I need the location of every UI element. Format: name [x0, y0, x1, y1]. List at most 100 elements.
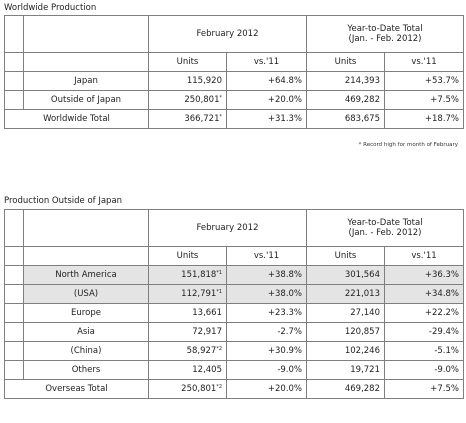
ytd-units-header: Units — [306, 52, 385, 72]
table-row: Others 12,405 -9.0% 19,721 -9.0% — [4, 360, 464, 380]
table-row: Europe 13,661 +23.3% 27,140 +22.2% — [4, 303, 464, 323]
record-mark: * — [219, 95, 223, 101]
note-mark: *1 — [216, 289, 222, 295]
row-label: (USA) — [23, 284, 149, 304]
table-row: (China) 58,927*2 +30.9% 102,246 -5.1% — [4, 341, 464, 361]
units-cell: 115,920 — [148, 71, 227, 91]
ytd-units-cell: 214,393 — [306, 71, 385, 91]
note-mark: *1 — [216, 270, 222, 276]
spacer-cell — [4, 90, 24, 110]
units-header: Units — [148, 52, 227, 72]
vs-cell: +31.3% — [226, 109, 307, 129]
note-mark: *2 — [216, 384, 222, 390]
spacer-cell — [4, 246, 24, 266]
table-row: (USA) 112,791*1 +38.0% 221,013 +34.8% — [4, 284, 464, 304]
units-cell: 151,818*1 — [148, 265, 227, 285]
ytd-vs-cell: +53.7% — [384, 71, 464, 91]
vs-cell: +30.9% — [226, 341, 307, 361]
spacer-cell — [4, 265, 24, 285]
units-value: 250,801 — [181, 384, 217, 394]
note-mark: *2 — [216, 346, 222, 352]
units-value: 250,801 — [184, 95, 220, 105]
ytd-vs-cell: +7.5% — [384, 90, 464, 110]
units-value: 151,818 — [181, 270, 217, 280]
ytd-units-header: Units — [306, 246, 385, 266]
vs-cell: +20.0% — [226, 90, 307, 110]
spacer-cell — [4, 360, 24, 380]
units-value: 72,917 — [192, 327, 222, 337]
spacer-cell — [4, 71, 24, 91]
worldwide-production-table: February 2012 Year-to-Date Total (Jan. -… — [4, 15, 464, 129]
row-label: North America — [23, 265, 149, 285]
table-row: Japan 115,920 +64.8% 214,393 +53.7% — [4, 71, 464, 91]
table-row: Asia 72,917 -2.7% 120,857 -29.4% — [4, 322, 464, 342]
units-value: 13,661 — [192, 308, 222, 318]
spacer-cell — [4, 284, 24, 304]
units-cell: 366,721* — [148, 109, 227, 129]
ytd-units-cell: 102,246 — [306, 341, 385, 361]
blank-cell — [23, 246, 149, 266]
spacer-cell — [4, 303, 24, 323]
units-value: 12,405 — [192, 365, 222, 375]
spacer-cell — [4, 341, 24, 361]
ytd-header-line1: Year-to-Date Total — [347, 218, 423, 228]
row-label: (China) — [23, 341, 149, 361]
ytd-vs-cell: +22.2% — [384, 303, 464, 323]
table-row-total: Overseas Total 250,801*2 +20.0% 469,282 … — [4, 379, 464, 399]
vs-header: vs.'11 — [226, 246, 307, 266]
corner-cell — [23, 209, 149, 247]
ytd-vs-cell: +7.5% — [384, 379, 464, 399]
header-row-2: Units vs.'11 Units vs.'11 — [4, 246, 464, 266]
vs-cell: +38.0% — [226, 284, 307, 304]
vs-cell: +38.8% — [226, 265, 307, 285]
month-header: February 2012 — [148, 209, 307, 247]
units-value: 115,920 — [186, 76, 222, 86]
units-cell: 72,917 — [148, 322, 227, 342]
header-row-2: Units vs.'11 Units vs.'11 — [4, 52, 464, 72]
units-cell: 12,405 — [148, 360, 227, 380]
spacer-cell — [4, 322, 24, 342]
spacer-cell — [4, 52, 24, 72]
row-label: Outside of Japan — [23, 90, 149, 110]
units-cell: 250,801*2 — [148, 379, 227, 399]
vs-header: vs.'11 — [226, 52, 307, 72]
units-value: 58,927 — [186, 346, 217, 356]
overseas-production-table: February 2012 Year-to-Date Total (Jan. -… — [4, 209, 464, 399]
blank-cell — [23, 52, 149, 72]
ytd-units-cell: 301,564 — [306, 265, 385, 285]
ytd-vs-cell: -29.4% — [384, 322, 464, 342]
units-cell: 58,927*2 — [148, 341, 227, 361]
ytd-vs-cell: +36.3% — [384, 265, 464, 285]
units-value: 366,721 — [184, 114, 220, 124]
vs-cell: +23.3% — [226, 303, 307, 323]
ytd-header: Year-to-Date Total (Jan. - Feb. 2012) — [306, 209, 464, 247]
ytd-header: Year-to-Date Total (Jan. - Feb. 2012) — [306, 15, 464, 53]
ytd-units-cell: 469,282 — [306, 90, 385, 110]
ytd-units-cell: 120,857 — [306, 322, 385, 342]
table-row: Outside of Japan 250,801* +20.0% 469,282… — [4, 90, 464, 110]
ytd-header-line2: (Jan. - Feb. 2012) — [348, 228, 422, 238]
vs-cell: -9.0% — [226, 360, 307, 380]
ytd-header-line1: Year-to-Date Total — [347, 24, 423, 34]
section-title-worldwide: Worldwide Production — [4, 3, 97, 13]
header-row-1: February 2012 Year-to-Date Total (Jan. -… — [4, 15, 464, 53]
ytd-units-cell: 27,140 — [306, 303, 385, 323]
ytd-header-line2: (Jan. - Feb. 2012) — [348, 34, 422, 44]
table-row-total: Worldwide Total 366,721* +31.3% 683,675 … — [4, 109, 464, 129]
month-header: February 2012 — [148, 15, 307, 53]
ytd-units-cell: 469,282 — [306, 379, 385, 399]
units-header: Units — [148, 246, 227, 266]
corner-cell — [4, 15, 24, 53]
corner-cell — [4, 209, 24, 247]
ytd-vs-header: vs.'11 — [384, 52, 464, 72]
vs-cell: +20.0% — [226, 379, 307, 399]
vs-cell: -2.7% — [226, 322, 307, 342]
units-cell: 250,801* — [148, 90, 227, 110]
ytd-vs-cell: +34.8% — [384, 284, 464, 304]
record-mark: * — [219, 114, 223, 120]
ytd-vs-header: vs.'11 — [384, 246, 464, 266]
record-footnote: * Record high for month of February — [358, 142, 458, 148]
row-label: Worldwide Total — [4, 109, 149, 129]
row-label: Others — [23, 360, 149, 380]
units-value: 112,791 — [181, 289, 217, 299]
